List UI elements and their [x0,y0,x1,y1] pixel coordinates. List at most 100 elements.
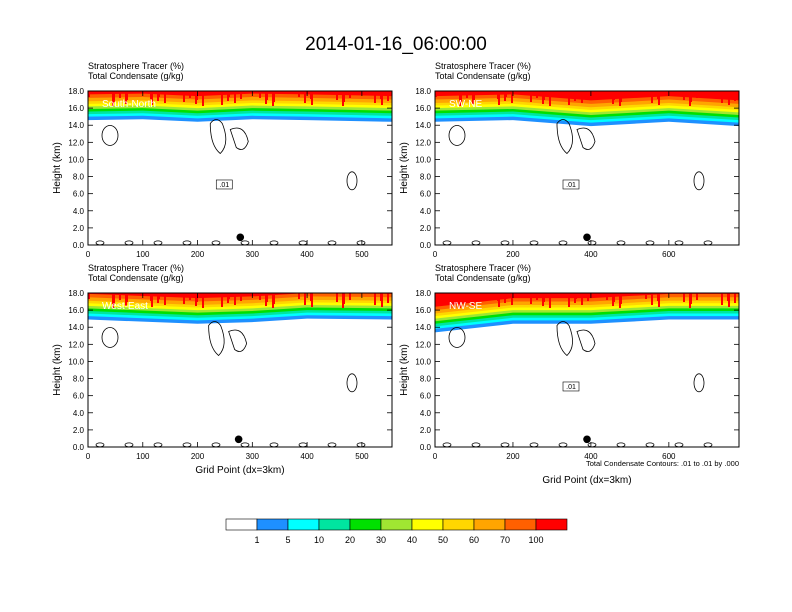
location-marker [236,233,245,242]
legend-swatch [504,518,537,531]
legend-level: 5 [285,535,290,545]
y-tick-label: 16.0 [68,306,84,315]
panel-west-east: Stratosphere Tracer (%)Total Condensate … [52,263,393,476]
condensate-contour [240,240,250,245]
x-tick-label: 0 [86,452,91,461]
tracer-streak [683,293,685,302]
y-axis-label: Height (km) [52,142,63,194]
plot-frame [434,292,740,448]
tracer-streak [549,91,551,106]
tracer-streak [265,293,267,306]
tracer-streak [542,91,544,104]
condensate-contour [576,127,596,150]
x-axis-label: Grid Point (dx=3km) [195,465,284,476]
tracer-streak [150,91,152,99]
tracer-streak [387,293,389,303]
condensate-contour [182,442,192,447]
condensate-contour [529,442,539,447]
y-tick-label: 18.0 [68,289,84,298]
y-tick-label: 14.0 [415,323,431,332]
figure-title: 2014-01-16_06:00:00 [305,34,487,55]
contour-label-box [562,179,580,190]
condensate-contour [346,373,358,393]
tracer-streak [164,91,166,103]
legend-level: 20 [345,535,355,545]
condensate-contour [211,240,221,245]
tracer-streak [472,293,474,306]
y-tick-label: 2.0 [420,224,432,233]
condensate-contour [645,240,655,245]
y-tick-label: 14.0 [68,121,84,130]
condensate-contour [101,327,119,348]
tracer-streak [195,91,197,104]
condensate-contour [587,240,597,245]
tracer-streak [504,91,506,101]
legend-level: 70 [500,535,510,545]
tracer-streak [234,293,236,305]
tracer-streak [581,293,583,305]
tracer-streak [157,293,159,303]
y-axis-label: Height (km) [399,142,410,194]
condensate-contour [209,119,227,155]
x-axis-label: Grid Point (dx=3km) [542,475,631,486]
tracer-streak [587,91,589,99]
tracer-streak [380,293,382,301]
condensate-contour [693,171,705,191]
y-tick-label: 8.0 [420,173,432,182]
tracer-streak [240,91,242,99]
tracer-streak [310,91,312,99]
tracer-streak [536,91,538,98]
tracer-field [435,91,739,245]
y-tick-label: 0.0 [420,241,432,250]
y-tick-label: 14.0 [68,323,84,332]
condensate-contour [576,329,596,352]
tracer-streak [574,91,576,101]
tracer-streak [612,91,614,104]
tracer-streak [374,91,376,103]
tracer-streak [387,91,389,101]
y-tick-label: 12.0 [415,138,431,147]
tracer-streak [581,91,583,103]
x-tick-label: 100 [136,250,150,259]
y-tick-label: 6.0 [420,190,432,199]
legend-level: 60 [469,535,479,545]
x-tick-label: 500 [355,452,369,461]
condensate-contour [693,373,705,393]
y-tick-label: 2.0 [420,426,432,435]
tracer-streak [511,293,513,305]
tracer-streak [734,91,736,101]
panel-subtitle: Total Condensate (g/kg) [88,273,184,283]
tracer-streak [657,293,659,301]
y-tick-label: 8.0 [73,173,85,182]
contour-label-box [562,381,580,392]
tracer-streak [202,91,204,106]
x-tick-label: 300 [246,250,260,259]
legend-swatch [411,518,444,531]
y-tick-label: 10.0 [415,155,431,164]
tracer-streak [497,293,499,301]
contour-label: .01 [566,182,576,189]
tracer-streak [189,293,191,300]
condensate-contour [269,240,279,245]
tracer-streak [380,91,382,99]
legend-swatch [287,518,320,531]
condensate-contour [211,442,221,447]
condensate-contour [616,240,626,245]
tracer-streak [349,91,351,98]
legend-swatch [318,518,351,531]
tracer-streak [651,91,653,103]
tracer-streak [88,293,90,299]
tracer-field [88,293,392,447]
tracer-streak [195,293,197,306]
tracer-streak [645,91,647,97]
condensate-contour [124,240,134,245]
y-tick-label: 6.0 [420,392,432,401]
y-axis-label: Height (km) [52,344,63,396]
tracer-streak [227,91,229,101]
condensate-contours [95,321,366,447]
x-tick-label: 200 [191,250,205,259]
condensate-contour [471,442,481,447]
condensate-contour [356,240,366,245]
condensate-contour [298,442,308,447]
